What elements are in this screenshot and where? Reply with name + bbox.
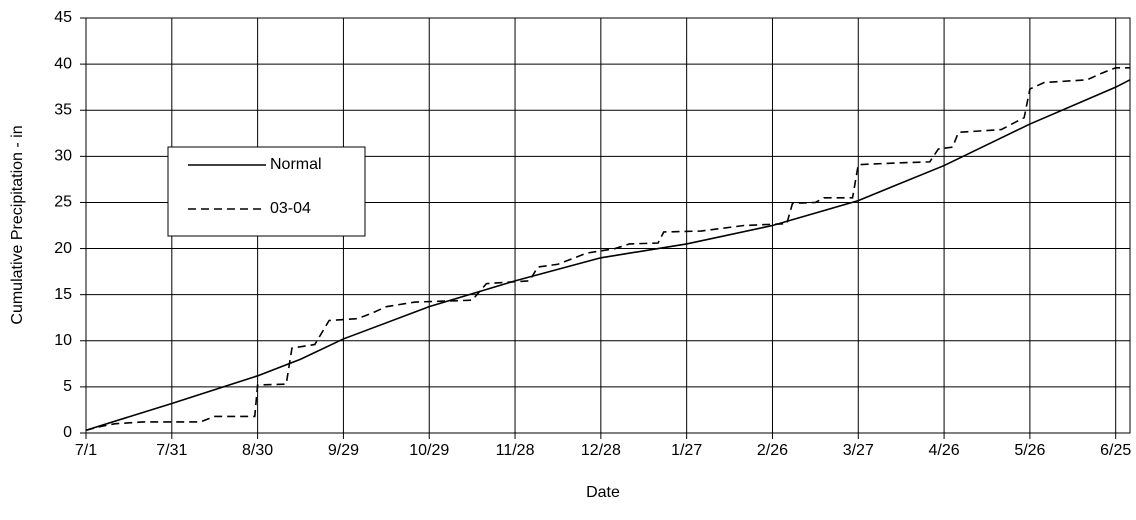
y-tick-label: 40 — [54, 55, 72, 72]
y-tick-label: 25 — [54, 194, 72, 211]
x-tick-label: 8/30 — [242, 442, 273, 459]
x-tick-label: 7/31 — [156, 442, 187, 459]
x-tick-label: 10/29 — [409, 442, 449, 459]
x-tick-label: 6/25 — [1100, 442, 1131, 459]
y-tick-label: 10 — [54, 332, 72, 349]
y-tick-label: 45 — [54, 9, 72, 26]
y-tick-label: 15 — [54, 286, 72, 303]
x-tick-label: 11/28 — [496, 442, 535, 459]
series-line — [85, 79, 1131, 431]
y-tick-label: 30 — [54, 148, 72, 165]
plot-border — [85, 17, 1131, 434]
x-tick-label: 12/28 — [581, 442, 621, 459]
x-tick-label: 4/26 — [929, 442, 960, 459]
y-tick-label: 5 — [63, 378, 72, 395]
x-tick-label: 1/27 — [671, 442, 702, 459]
x-tick-label: 2/26 — [757, 442, 788, 459]
legend-box — [167, 146, 366, 237]
y-tick-label: 20 — [54, 240, 72, 257]
x-axis-label: Date — [586, 484, 620, 501]
legend-label: Normal — [270, 156, 322, 173]
y-axis-label: Cumulative Precipitation - in — [9, 125, 26, 324]
y-tick-label: 35 — [54, 101, 72, 118]
legend-label: 03-04 — [270, 200, 311, 217]
x-tick-label: 3/27 — [843, 442, 874, 459]
x-tick-label: 7/1 — [75, 442, 97, 459]
series-line — [85, 67, 1130, 432]
y-tick-label: 0 — [63, 424, 72, 441]
x-tick-label: 9/29 — [328, 442, 359, 459]
x-tick-label: 5/26 — [1014, 442, 1045, 459]
